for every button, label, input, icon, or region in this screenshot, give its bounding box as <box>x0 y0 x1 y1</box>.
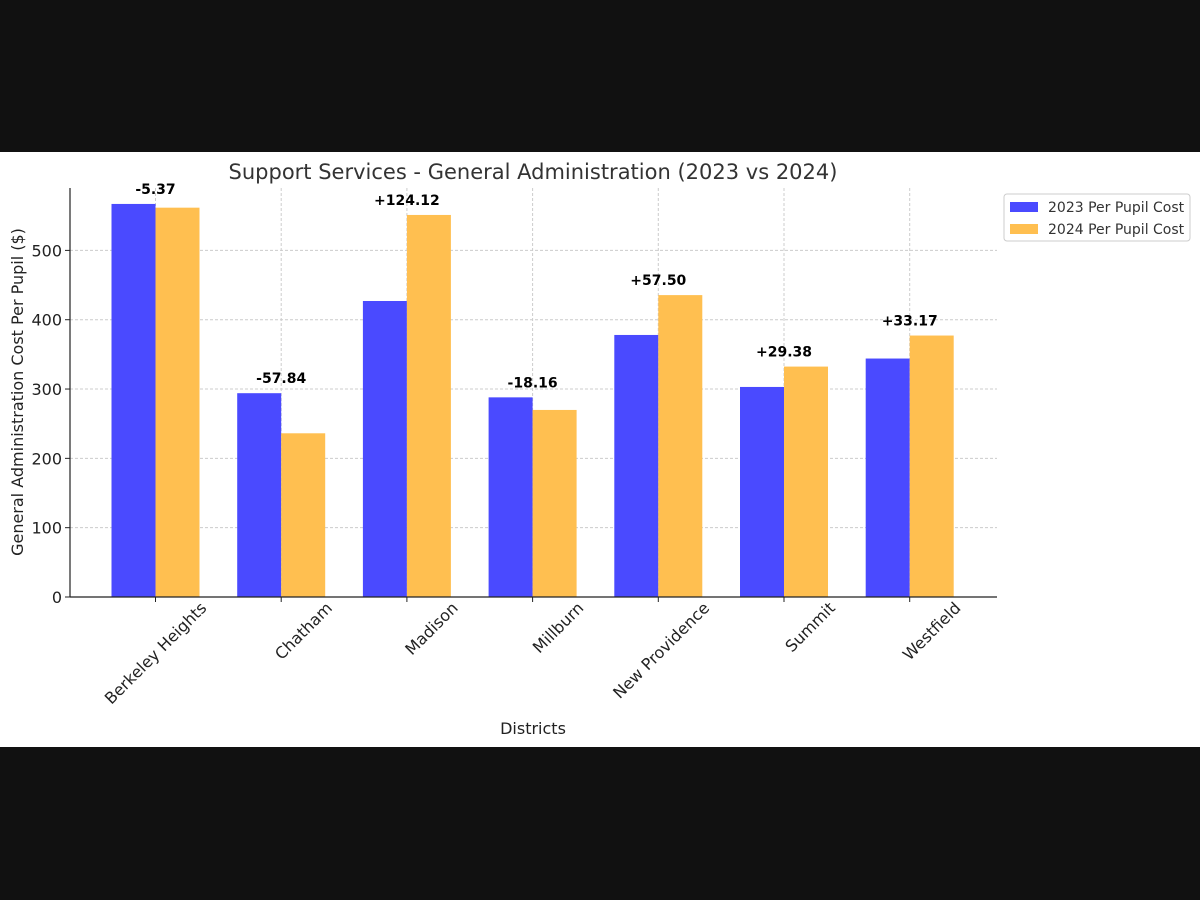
chart-panel: 0 100 200 300 400 500 -5.37 Berkeley Heights -57… <box>0 152 1200 747</box>
chart-title: Support Services - General Administratio… <box>229 160 838 184</box>
y-tick-label: 300 <box>31 380 62 399</box>
bar-2024 <box>406 214 451 598</box>
difference-label: -57.84 <box>256 371 306 387</box>
difference-label: -18.16 <box>508 375 558 391</box>
bars <box>111 203 954 598</box>
bar-2023 <box>488 397 533 597</box>
x-tick-label: Madison <box>401 598 461 658</box>
bar-2023 <box>362 300 407 597</box>
y-tick-label: 400 <box>31 311 62 330</box>
difference-label: -5.37 <box>135 182 175 198</box>
legend-swatch <box>1010 202 1038 212</box>
bar-2023 <box>614 334 659 597</box>
axes <box>65 188 997 602</box>
x-tick-label: Westfield <box>899 598 965 664</box>
difference-label: +29.38 <box>756 345 812 361</box>
x-tick-label: Summit <box>781 598 838 655</box>
y-tick-label: 0 <box>52 588 62 607</box>
bar-2023 <box>237 393 282 597</box>
y-tick-label: 200 <box>31 449 62 468</box>
y-axis-title: General Administration Cost Per Pupil ($… <box>8 228 27 556</box>
x-tick-label: Millburn <box>529 598 588 657</box>
bar-2024 <box>909 335 954 597</box>
bar-2023 <box>111 203 156 597</box>
x-tick-label: New Providence <box>609 598 713 702</box>
x-axis-title: Districts <box>500 719 566 738</box>
legend-swatch <box>1010 224 1038 234</box>
legend: 2023 Per Pupil Cost 2024 Per Pupil Cost <box>1003 193 1191 242</box>
bar-2024 <box>784 366 828 597</box>
bar-2023 <box>865 358 910 597</box>
x-tick-label: Berkeley Heights <box>101 598 211 708</box>
bar-2024 <box>532 409 577 597</box>
legend-label: 2023 Per Pupil Cost <box>1048 200 1185 216</box>
legend-label: 2024 Per Pupil Cost <box>1048 222 1185 238</box>
y-tick-label: 500 <box>31 241 62 260</box>
bar-2024 <box>155 207 200 597</box>
x-tick-label: Chatham <box>271 598 336 663</box>
difference-label: +33.17 <box>882 314 938 330</box>
difference-label: +57.50 <box>630 273 686 289</box>
bar-2024 <box>281 433 326 597</box>
legend-box <box>1003 193 1191 242</box>
y-tick-label: 100 <box>31 519 62 538</box>
difference-label: +124.12 <box>374 193 440 209</box>
bar-2023 <box>740 386 784 597</box>
bar-chart: 0 100 200 300 400 500 -5.37 Berkeley Heights -57… <box>8 160 1191 738</box>
bar-2024 <box>658 295 703 597</box>
